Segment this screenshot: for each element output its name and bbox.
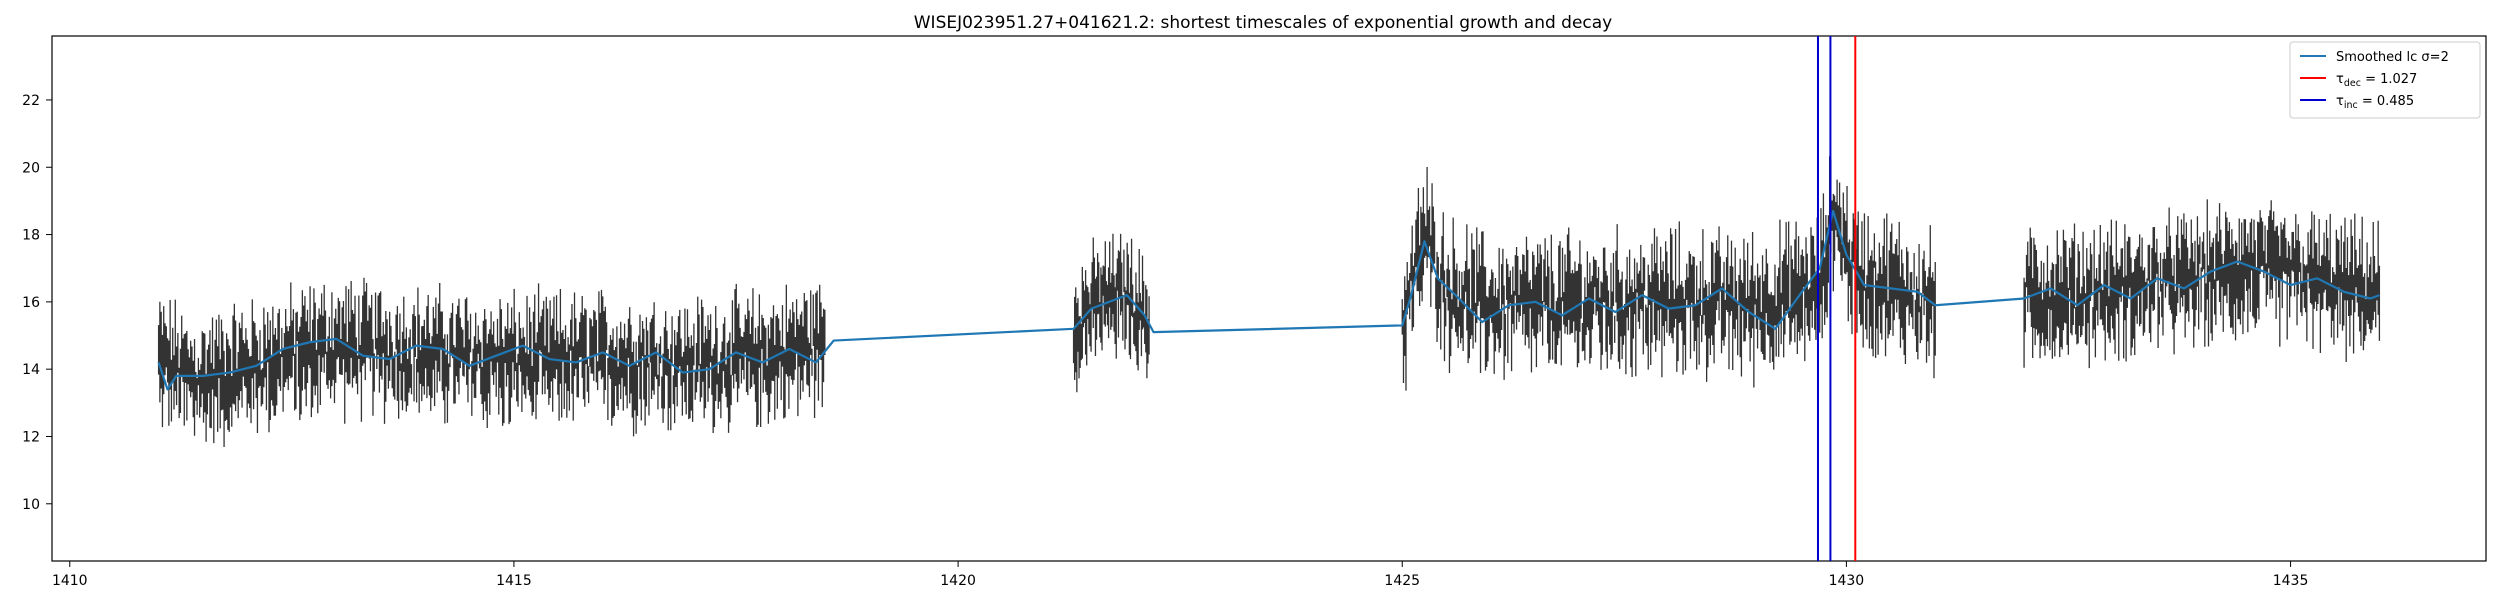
plot-area: [51, 35, 2487, 562]
x-tick-label: 1435: [2273, 573, 2309, 589]
legend-label-growth-symbol: τ: [2336, 94, 2344, 109]
x-tick-label: 1410: [52, 573, 88, 589]
y-tick-label: 10: [22, 497, 40, 513]
x-tick-label: 1420: [940, 573, 976, 589]
legend: Smoothed lc σ=2 τdec = 1.027 τinc = 0.48…: [2289, 41, 2481, 119]
legend-label-decay-subscript: dec: [2344, 78, 2361, 89]
x-axis: 1410 1415 1420 1425 1430 1435: [52, 561, 2308, 589]
y-tick-label: 16: [22, 295, 40, 311]
legend-label-growth-subscript: inc: [2344, 100, 2358, 111]
legend-label-growth: τinc = 0.485: [2336, 94, 2414, 111]
legend-label-smoothed: Smoothed lc σ=2: [2336, 50, 2449, 65]
smoothed-line: [157, 209, 2380, 391]
y-tick-label: 22: [22, 93, 40, 109]
data-points: [157, 156, 2381, 447]
timescale-lines: [1816, 36, 1857, 561]
smoothed-series: [157, 209, 2380, 391]
legend-label-growth-value: = 0.485: [2358, 94, 2414, 109]
legend-label-decay-value: = 1.027: [2361, 72, 2417, 87]
y-tick-label: 20: [22, 160, 40, 176]
x-tick-label: 1425: [1384, 573, 1420, 589]
data-error-bars: [157, 277, 826, 447]
y-tick-label: 18: [22, 228, 40, 244]
y-tick-label: 12: [22, 429, 40, 445]
x-tick-label: 1430: [1829, 573, 1865, 589]
data-error-bars: [1072, 233, 1150, 393]
x-tick-label: 1415: [496, 573, 532, 589]
y-tick-label: 14: [22, 362, 40, 378]
legend-box: [2289, 41, 2481, 119]
chart-title: WISEJ023951.27+041621.2: shortest timesc…: [914, 13, 1613, 33]
data-error-bars: [2023, 199, 2381, 369]
legend-label-decay-symbol: τ: [2336, 72, 2344, 87]
legend-label-decay: τdec = 1.027: [2336, 72, 2417, 89]
y-axis: 10 12 14 16 18 20 22: [22, 93, 52, 513]
axes-frame: [51, 35, 2487, 562]
